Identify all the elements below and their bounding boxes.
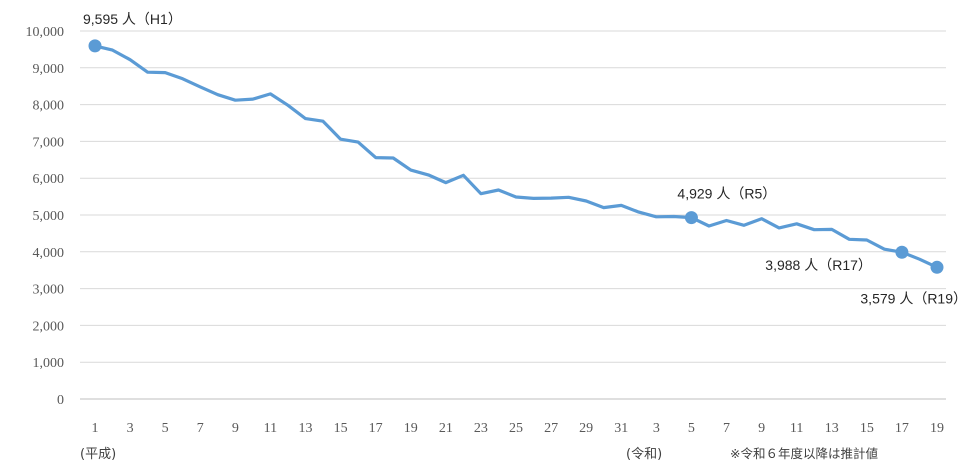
data-point-marker: [88, 39, 102, 53]
x-tick-label: 3: [127, 421, 134, 436]
data-point-marker: [930, 260, 944, 274]
y-tick-label: 9,000: [33, 62, 65, 77]
x-tick-label: 9: [232, 421, 239, 436]
y-tick-label: 4,000: [33, 246, 65, 261]
y-tick-label: 5,000: [33, 209, 65, 224]
x-tick-label: 5: [162, 421, 169, 436]
x-tick-label: 25: [509, 421, 523, 436]
x-tick-label: 31: [614, 421, 628, 436]
x-tick-label: 13: [825, 421, 839, 436]
highlight-markers: [88, 39, 944, 274]
x-tick-label: 29: [579, 421, 593, 436]
y-tick-label: 7,000: [33, 135, 65, 150]
x-tick-label: 9: [758, 421, 765, 436]
x-tick-label: 7: [197, 421, 204, 436]
annotation-label: 3,988 人（R17）: [765, 257, 872, 273]
x-tick-label: 27: [544, 421, 558, 436]
x-tick-label: 17: [369, 421, 383, 436]
x-tick-label: 1: [92, 421, 99, 436]
series-line-layer: [93, 44, 939, 269]
x-tick-label: 3: [653, 421, 660, 436]
series-line: [93, 44, 939, 269]
y-axis-ticks: 10,000 9,000 8,000 7,000 6,000 5,000 4,000 3,00…: [26, 25, 65, 408]
annotation-label: 3,579 人（R19）: [860, 290, 967, 306]
x-tick-label: 11: [264, 421, 277, 436]
x-tick-label: 17: [895, 421, 909, 436]
x-axis-ticks: 1 3 5 7 9 11 13 15 17 19 21 23 25 27 29 31 3 5 7 9 11 13 15 17 1…: [92, 421, 945, 436]
data-point-marker: [684, 211, 698, 225]
x-tick-label: 23: [474, 421, 488, 436]
x-tick-label: 19: [930, 421, 944, 436]
annotation-labels: 9,595 人（H1） 4,929 人（R5） 3,988 人（R17） 3,579 …: [83, 11, 967, 306]
y-tick-label: 8,000: [33, 99, 65, 114]
y-tick-label: 2,000: [33, 319, 65, 334]
x-tick-label: 7: [723, 421, 730, 436]
x-tick-label: 13: [299, 421, 313, 436]
y-tick-label: 6,000: [33, 172, 65, 187]
y-tick-label: 3,000: [33, 283, 65, 298]
era-label-reiwa: (令和): [626, 447, 662, 462]
grid-lines: [80, 30, 946, 400]
x-tick-label: 5: [688, 421, 695, 436]
era-label-heisei: (平成): [80, 447, 116, 462]
x-tick-label: 15: [334, 421, 348, 436]
annotation-label: 4,929 人（R5）: [677, 186, 776, 202]
x-tick-label: 21: [439, 421, 453, 436]
y-tick-label: 1,000: [33, 356, 65, 371]
y-tick-label: 10,000: [26, 25, 65, 40]
annotation-label: 9,595 人（H1）: [83, 11, 182, 27]
x-tick-label: 19: [404, 421, 418, 436]
x-tick-label: 11: [790, 421, 803, 436]
x-tick-label: 15: [860, 421, 874, 436]
y-tick-label: 0: [57, 393, 64, 408]
data-point-marker: [895, 245, 909, 259]
estimate-note: ※令和６年度以降は推計値: [730, 446, 878, 461]
